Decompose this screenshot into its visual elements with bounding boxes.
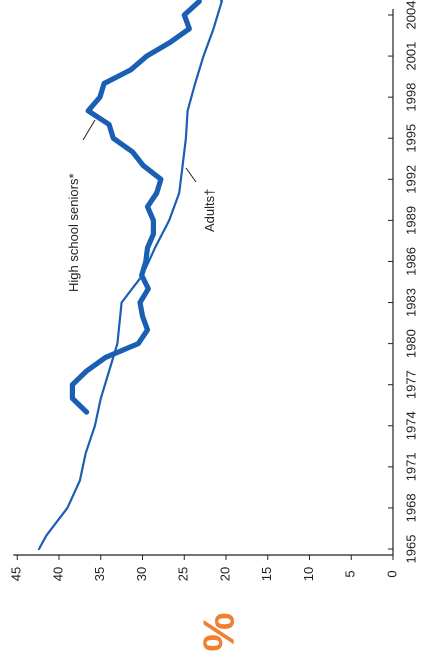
x-tick-label: 1968 (403, 493, 418, 522)
x-tick-label: 1980 (403, 329, 418, 358)
x-tick-label: 1998 (403, 83, 418, 112)
y-axis-unit-label: % (195, 612, 244, 651)
series-projection-adults (219, 0, 224, 3)
x-tick-label: 1995 (403, 124, 418, 153)
x-tick-label: 1977 (403, 370, 418, 399)
y-tick-label: 25 (176, 567, 191, 581)
y-tick-label: 45 (9, 567, 24, 581)
series-line-high-school-seniors (69, 0, 202, 415)
y-tick-label: 40 (50, 567, 65, 581)
y-tick-label: 0 (384, 570, 399, 577)
y-tick-label: 15 (259, 567, 274, 581)
axes: 1965 1968 1971 1974 1977 1980 1983 1986 1989 1992… (9, 1, 419, 582)
x-tick-label: 2001 (403, 42, 418, 71)
y-tick-label: 5 (343, 570, 358, 577)
y-tick-label: 35 (92, 567, 107, 581)
annotation-leader-high-school-seniors (82, 119, 96, 141)
annotation-adults: Adults† (202, 189, 217, 232)
x-tick-label: 2004 (403, 1, 418, 30)
x-tick-label: 1974 (403, 411, 418, 440)
x-tick-label: 1983 (403, 288, 418, 317)
annotation-high-school-seniors: High school seniors* (66, 173, 81, 292)
y-tick-label: 20 (217, 567, 232, 581)
x-tick-label: 1971 (403, 452, 418, 481)
annotations: High school seniors* Adults† (66, 119, 217, 292)
series-layer (37, 0, 224, 551)
x-tick-label: 1992 (403, 165, 418, 194)
x-tick-label: 1986 (403, 247, 418, 276)
y-tick-label: 30 (134, 567, 149, 581)
x-tick-label: 1965 (403, 535, 418, 564)
y-tick-label: 10 (301, 567, 316, 581)
x-tick-label: 1989 (403, 206, 418, 235)
annotation-leader-adults (185, 167, 197, 183)
series-line-adults (37, 0, 223, 551)
